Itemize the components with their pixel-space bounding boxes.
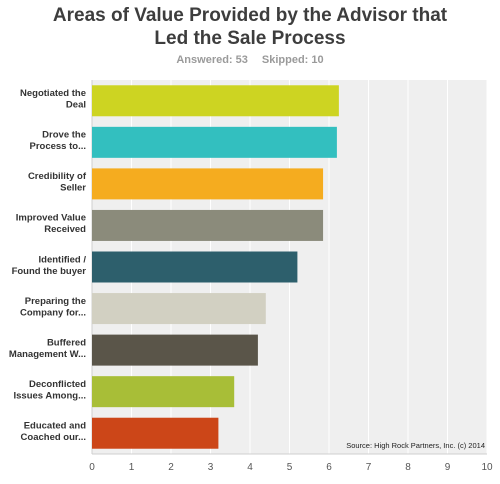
category-label-1-line-2: Deal <box>66 100 86 111</box>
category-label-7-line-2: Management W... <box>9 349 86 360</box>
category-label-6-line-1: Preparing the <box>25 296 86 307</box>
category-label-9-line-2: Coached our... <box>21 432 86 443</box>
x-tick-label: 10 <box>481 462 493 473</box>
category-label-8-line-1: Deconflicted <box>29 379 86 390</box>
bar-6 <box>92 293 266 325</box>
bar-3 <box>92 168 324 200</box>
bar-7 <box>92 334 258 366</box>
x-tick-label: 3 <box>208 462 214 473</box>
category-label-8-line-2: Issues Among... <box>14 390 87 401</box>
bar-4 <box>92 209 324 241</box>
x-tick-label: 7 <box>366 462 372 473</box>
category-label-2-line-1: Drove the <box>42 130 86 141</box>
category-label-4-line-2: Received <box>44 224 86 235</box>
category-label-3-line-1: Credibility of <box>28 171 87 182</box>
x-tick-label: 1 <box>129 462 135 473</box>
category-label-5-line-2: Found the buyer <box>12 266 87 277</box>
bar-2 <box>92 126 337 158</box>
chart-title-line-1: Areas of Value Provided by the Advisor t… <box>52 5 448 26</box>
category-label-7-line-1: Buffered <box>47 337 86 348</box>
category-label-5-line-1: Identified / <box>39 254 87 265</box>
x-tick-label: 4 <box>247 462 253 473</box>
x-tick-label: 2 <box>168 462 174 473</box>
category-label-6-line-2: Company for... <box>20 307 86 318</box>
category-label-4-line-1: Improved Value <box>16 213 86 224</box>
chart-title: Areas of Value Provided by the Advisor t… <box>0 4 500 50</box>
response-summary: Answered: 53 Skipped: 10 <box>0 54 500 66</box>
x-tick-label: 5 <box>287 462 293 473</box>
bar-5 <box>92 251 298 283</box>
bar-9 <box>92 417 219 449</box>
category-label-2-line-2: Process to... <box>30 141 87 152</box>
chart-title-line-2: Led the Sale Process <box>154 28 346 49</box>
bar-1 <box>92 85 339 117</box>
x-tick-label: 0 <box>89 462 95 473</box>
answered-count: Answered: 53 <box>176 54 248 66</box>
x-tick-label: 9 <box>445 462 451 473</box>
x-tick-label: 8 <box>405 462 411 473</box>
category-label-9-line-1: Educated and <box>24 420 86 431</box>
source-note: Source: High Rock Partners, Inc. (c) 201… <box>346 441 485 450</box>
x-tick-label: 6 <box>326 462 332 473</box>
skipped-count: Skipped: 10 <box>261 54 324 66</box>
bar-8 <box>92 376 235 408</box>
category-label-1-line-1: Negotiated the <box>20 88 86 99</box>
category-label-3-line-2: Seller <box>60 183 86 194</box>
